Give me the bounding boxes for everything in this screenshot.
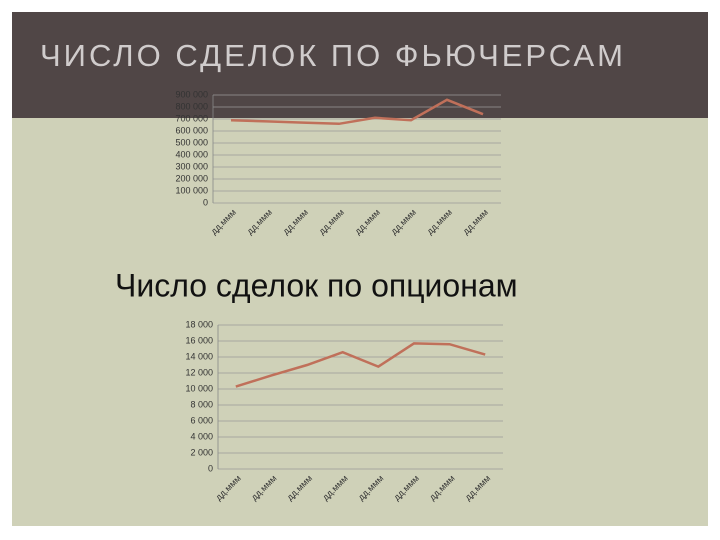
y-tick-label: 600 000 xyxy=(175,125,208,135)
y-tick-label: 8 000 xyxy=(190,399,213,409)
y-tick-label: 200 000 xyxy=(175,173,208,183)
y-tick-label: 400 000 xyxy=(175,149,208,159)
chart-title: ЧИСЛО СДЕЛОК ПО ФЬЮЧЕРСАМ xyxy=(40,38,626,73)
y-tick-label: 300 000 xyxy=(175,161,208,171)
chart-title: Число сделок по опционам xyxy=(115,267,518,303)
header-band xyxy=(12,12,708,118)
data-line xyxy=(235,342,486,388)
y-tick-label: 14 000 xyxy=(185,351,213,361)
y-tick-label: 0 xyxy=(208,463,213,473)
y-tick-label: 4 000 xyxy=(190,431,213,441)
y-tick-label: 10 000 xyxy=(185,383,213,393)
y-tick-label: 18 000 xyxy=(185,319,213,329)
data-line xyxy=(230,98,484,126)
y-tick-label: 2 000 xyxy=(190,447,213,457)
y-tick-label: 0 xyxy=(203,197,208,207)
y-tick-label: 6 000 xyxy=(190,415,213,425)
y-tick-label: 16 000 xyxy=(185,335,213,345)
y-tick-label: 500 000 xyxy=(175,137,208,147)
y-tick-label: 700 000 xyxy=(175,113,208,123)
y-tick-label: 800 000 xyxy=(175,101,208,111)
y-tick-label: 100 000 xyxy=(175,185,208,195)
y-tick-label: 12 000 xyxy=(185,367,213,377)
y-tick-label: 900 000 xyxy=(175,89,208,99)
